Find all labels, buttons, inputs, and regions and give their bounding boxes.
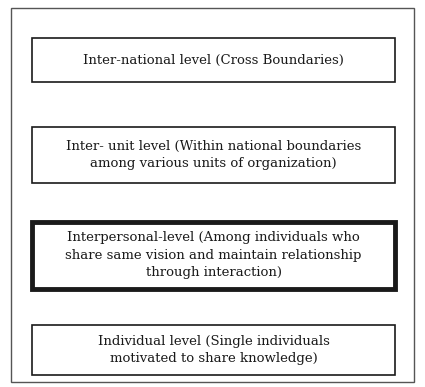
Text: Individual level (Single individuals
motivated to share knowledge): Individual level (Single individuals mot… bbox=[98, 335, 329, 365]
Text: Interpersonal-level (Among individuals who
share same vision and maintain relati: Interpersonal-level (Among individuals w… bbox=[65, 231, 362, 279]
Text: Inter- unit level (Within national boundaries
among various units of organizatio: Inter- unit level (Within national bound… bbox=[66, 140, 361, 170]
Text: Inter-national level (Cross Boundaries): Inter-national level (Cross Boundaries) bbox=[83, 53, 344, 67]
Bar bbox=[32, 221, 395, 289]
Bar bbox=[32, 38, 395, 82]
Bar bbox=[32, 325, 395, 375]
Bar bbox=[32, 127, 395, 183]
